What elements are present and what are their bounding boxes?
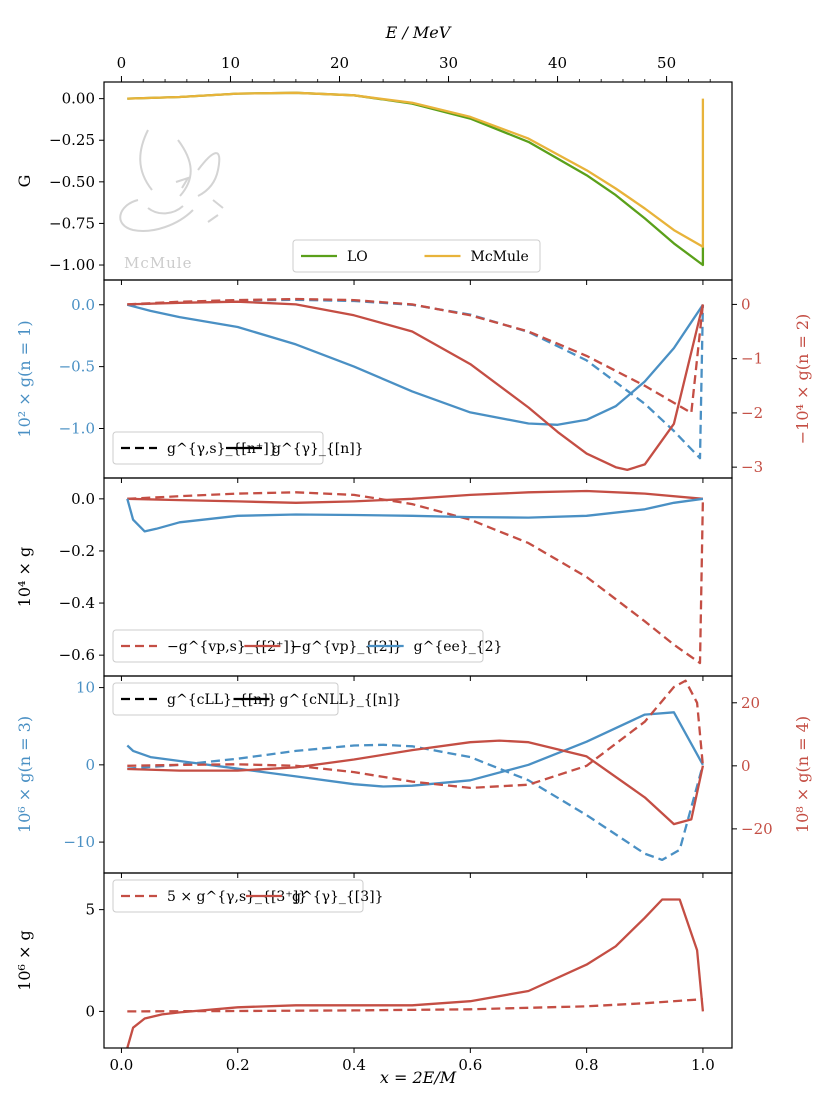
legend-box <box>292 239 541 273</box>
series-line-1-1 <box>127 91 705 267</box>
panel-4: 10 0 −10 20 0 −20 10⁶ × g(n = 3) 10⁸ × g(n = 4)… <box>15 675 812 878</box>
series-line-3-2 <box>127 489 704 504</box>
series-line-2-2 <box>127 303 704 426</box>
legend-label: 5 × g^{γ,s}_{[3⁺]} <box>167 889 307 905</box>
top-tick-label: 20 <box>330 54 349 72</box>
y-tick-right-label: −2 <box>741 404 763 422</box>
mcmule-logo-icon <box>119 129 224 232</box>
panel-3: 0.0 −0.2 −0.4 −0.6 10⁴ × g −g^{vp,s}_{[2⁺]}−g… <box>15 477 733 681</box>
panel-frame <box>103 872 733 1049</box>
series-line-4-4 <box>127 739 705 826</box>
legend-label: −g^{vp}_{[2]} <box>290 639 402 655</box>
y-axis-right-label: −10⁴ × g(n = 2) <box>793 314 812 445</box>
y-tick-label: −0.4 <box>59 594 95 612</box>
top-axis-label: E / MeV <box>385 23 452 42</box>
legend-label: g^{ee}_{2} <box>414 639 503 655</box>
x-tick-label: 0.6 <box>458 1056 482 1074</box>
y-tick-right-label: 0 <box>741 757 751 775</box>
series-line-5-2 <box>126 898 705 1048</box>
y-tick-label: −0.50 <box>49 173 95 191</box>
y-tick-right-label: −3 <box>741 458 763 476</box>
y-axis-right-label: 10⁸ × g(n = 4) <box>793 716 812 833</box>
top-tick-label: 30 <box>439 54 458 72</box>
legend: 5 × g^{γ,s}_{[3⁺]}g^{γ}_{[3]} <box>112 879 384 913</box>
legend: g^{γ,s}_{[n⁺]}g^{γ}_{[n]} <box>112 431 364 465</box>
y-tick-label: 0.0 <box>71 296 95 314</box>
y-tick-label: −1.0 <box>59 420 95 438</box>
top-tick-label: 40 <box>548 54 567 72</box>
y-tick-label: 10 <box>76 679 95 697</box>
panel-1: 0.00 −0.25 −0.50 −0.75 −1.00 G LO McMule <box>15 81 733 285</box>
y-tick-label: 0.00 <box>62 90 95 108</box>
legend-label: g^{cLL}_{[n]} <box>167 692 277 708</box>
y-tick-label: 0.0 <box>71 490 95 508</box>
legend-label: McMule <box>471 249 529 265</box>
y-tick-label: −0.6 <box>59 646 95 664</box>
panel-5: 5 0 0.0 0.2 0.4 0.6 0.8 1.0 10⁶ × g 5 × g^{γ,s}_{… <box>15 872 733 1074</box>
legend-label: g^{γ}_{[n]} <box>272 441 364 457</box>
legend-label: g^{γ,s}_{[n⁺]} <box>167 441 278 457</box>
y-axis-label: 10⁶ × g <box>15 930 34 991</box>
top-energy-axis: 0 10 20 30 40 50 <box>117 54 711 82</box>
y-tick-label: −10 <box>63 833 95 851</box>
legend-label: g^{cNLL}_{[n]} <box>280 692 402 708</box>
series-line-4-3 <box>127 679 705 790</box>
y-tick-label: −0.25 <box>49 131 95 149</box>
y-tick-label: −0.2 <box>59 542 95 560</box>
y-tick-right-label: 0 <box>741 295 751 313</box>
x-tick-label: 0.8 <box>575 1056 599 1074</box>
y-axis-label: 10⁴ × g <box>15 547 34 608</box>
watermark-label: McMule <box>124 254 192 272</box>
y-tick-right-label: 20 <box>741 694 760 712</box>
panel-2: 0.0 −0.5 −1.0 0 −1 −2 −3 10² × g(n = 1) −10⁴ × g… <box>15 279 812 483</box>
top-tick-label: 0 <box>117 54 127 72</box>
x-tick-label: 1.0 <box>691 1056 715 1074</box>
legend-label: g^{γ}_{[3]} <box>292 889 384 905</box>
y-tick-label: 0 <box>85 756 95 774</box>
y-axis-label: G <box>15 175 34 188</box>
series-line-4-2 <box>126 711 704 788</box>
legend: −g^{vp,s}_{[2⁺]}−g^{vp}_{[2]} g^{ee}_{2} <box>112 629 503 663</box>
y-tick-right-label: −20 <box>741 820 773 838</box>
legend: LO McMule <box>292 239 541 273</box>
legend-box <box>112 431 324 465</box>
bottom-axis-label: x = 2E/M <box>380 1068 457 1087</box>
y-tick-label: −0.5 <box>59 358 95 376</box>
series-line-5-1 <box>127 998 703 1013</box>
series-line-1-2 <box>127 91 705 248</box>
legend-label: −g^{vp,s}_{[2⁺]} <box>167 639 298 655</box>
y-tick-label: −1.00 <box>49 256 95 274</box>
legend-box <box>112 879 364 913</box>
x-tick-label: 0.4 <box>342 1056 366 1074</box>
x-tick-label: 0.0 <box>110 1056 134 1074</box>
series-line-4-1 <box>127 743 705 862</box>
legend-box <box>112 629 484 663</box>
legend: g^{cLL}_{[n]} g^{cNLL}_{[n]} <box>112 682 402 716</box>
series-line-3-3 <box>126 497 704 533</box>
legend-box <box>112 682 339 716</box>
y-tick-label: 5 <box>85 901 95 919</box>
top-tick-label: 10 <box>221 54 240 72</box>
y-axis-label: 10⁶ × g(n = 3) <box>15 716 34 833</box>
y-tick-label: 0 <box>85 1002 95 1020</box>
y-tick-right-label: −1 <box>741 350 763 368</box>
y-axis-label: 10² × g(n = 1) <box>15 320 34 437</box>
series-line-2-4 <box>127 300 705 472</box>
legend-label: LO <box>347 249 368 265</box>
y-tick-label: −0.75 <box>49 214 95 232</box>
x-tick-label: 0.2 <box>226 1056 250 1074</box>
top-tick-label: 50 <box>657 54 676 72</box>
series-line-2-3 <box>127 297 705 415</box>
